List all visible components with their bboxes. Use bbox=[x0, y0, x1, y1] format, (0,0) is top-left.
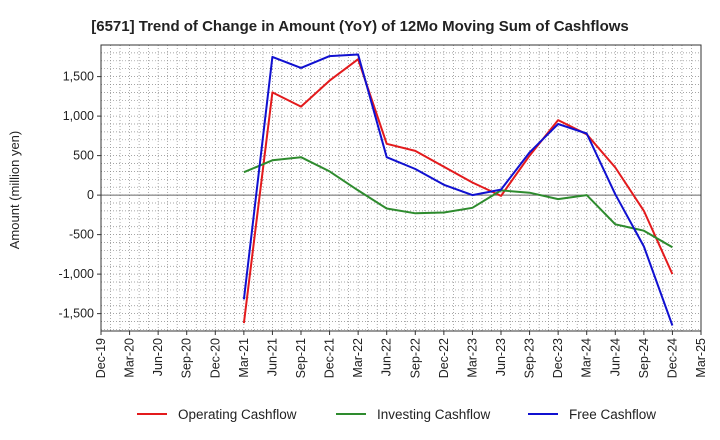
x-tick-label: Sep-23 bbox=[523, 338, 537, 378]
grid bbox=[100, 45, 702, 331]
x-tick-label: Dec-20 bbox=[208, 338, 222, 378]
x-tick-label: Sep-24 bbox=[637, 338, 651, 378]
chart-title: [6571] Trend of Change in Amount (YoY) o… bbox=[91, 18, 629, 35]
operating-cashflow-line bbox=[242, 58, 674, 324]
y-tick-label: -1,000 bbox=[59, 267, 94, 281]
x-tick-label: Sep-22 bbox=[408, 338, 422, 378]
x-tick-label: Dec-21 bbox=[323, 338, 337, 378]
x-tick-label: Dec-23 bbox=[551, 338, 565, 378]
x-tick-label: Sep-20 bbox=[180, 338, 194, 378]
operating-cashflow-legend-label: Operating Cashflow bbox=[178, 407, 297, 422]
y-tick-label: -1,500 bbox=[59, 307, 94, 321]
y-tick-label: 0 bbox=[87, 188, 94, 202]
y-tick-label: 500 bbox=[73, 149, 94, 163]
x-tick-label: Mar-21 bbox=[237, 338, 251, 378]
series-lines bbox=[242, 53, 674, 326]
x-tick-label: Mar-24 bbox=[580, 338, 594, 378]
x-tick-label: Jun-21 bbox=[265, 338, 279, 376]
axes: 1,500 1,000 500 0 -500 -1,000 -1,500 Dec-19 Mar-… bbox=[59, 44, 708, 378]
y-tick-label: 1,000 bbox=[63, 109, 94, 123]
x-tick-label: Mar-20 bbox=[123, 338, 137, 378]
x-tick-label: Dec-24 bbox=[665, 338, 679, 378]
investing-cashflow-line bbox=[243, 156, 673, 249]
x-tick-label: Jun-24 bbox=[608, 338, 622, 376]
legend: Operating Cashflow Investing Cashflow Free… bbox=[137, 407, 656, 422]
x-tick-label: Mar-23 bbox=[465, 338, 479, 378]
y-tick-label: 1,500 bbox=[63, 70, 94, 84]
x-tick-label: Mar-22 bbox=[351, 338, 365, 378]
x-tick-label: Sep-21 bbox=[294, 338, 308, 378]
x-tick-label: Dec-19 bbox=[94, 338, 108, 378]
x-tick-label: Mar-25 bbox=[694, 338, 708, 378]
free-cashflow-legend-label: Free Cashflow bbox=[569, 407, 656, 422]
y-axis-label: Amount (million yen) bbox=[7, 131, 22, 250]
plot-frame bbox=[100, 44, 702, 332]
x-tick-label: Jun-20 bbox=[151, 338, 165, 376]
x-tick-label: Dec-22 bbox=[437, 338, 451, 378]
x-tick-label: Jun-23 bbox=[494, 338, 508, 376]
free-cashflow-line bbox=[242, 53, 674, 326]
investing-cashflow-legend-label: Investing Cashflow bbox=[377, 407, 491, 422]
x-tick-label: Jun-22 bbox=[380, 338, 394, 376]
y-tick-label: -500 bbox=[69, 228, 94, 242]
